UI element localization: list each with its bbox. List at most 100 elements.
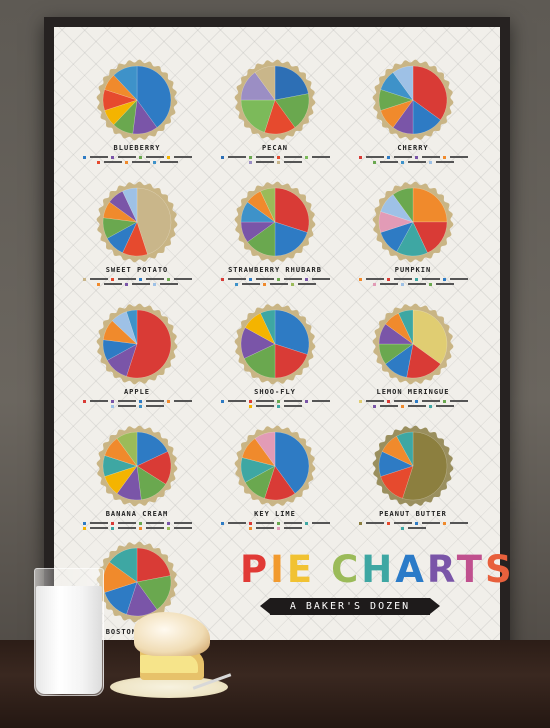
legend-swatch xyxy=(110,527,114,530)
pie-slice xyxy=(241,438,276,467)
pie-slice xyxy=(116,465,142,501)
legend-text-line xyxy=(283,400,302,402)
legend-row xyxy=(215,527,335,530)
legend-text-line xyxy=(393,156,412,158)
legend-text-line xyxy=(283,156,302,158)
legend-swatch xyxy=(358,522,362,525)
legend-text-line xyxy=(255,527,274,529)
legend-swatch xyxy=(234,283,238,286)
legend-swatch xyxy=(248,405,252,408)
legend-swatch xyxy=(276,161,280,164)
pie-chart xyxy=(234,181,316,263)
pie-chart xyxy=(96,425,178,507)
pie-title: APPLE xyxy=(123,388,151,396)
legend-swatch xyxy=(304,400,308,403)
pie-legend xyxy=(353,520,473,530)
legend-swatch xyxy=(442,278,446,281)
legend-swatch xyxy=(372,405,376,408)
legend-swatch xyxy=(276,405,280,408)
legend-swatch xyxy=(386,278,390,281)
legend-swatch xyxy=(138,156,142,159)
pie-legend xyxy=(77,154,197,164)
pie-slice xyxy=(274,65,309,101)
legend-swatch xyxy=(358,156,362,159)
pie-slice xyxy=(104,438,138,467)
legend-row xyxy=(353,278,473,281)
pie-slice xyxy=(392,65,414,101)
pie-title: PUMPKIN xyxy=(394,266,432,274)
legend-text-line xyxy=(407,283,426,285)
legend-text-line xyxy=(449,400,468,402)
legend-swatch xyxy=(414,522,418,525)
legend-text-line xyxy=(117,156,136,158)
pie-slice xyxy=(260,187,276,223)
legend-text-line xyxy=(365,522,384,524)
pie-slice xyxy=(244,312,276,345)
legend-row xyxy=(77,405,197,408)
pie-chart xyxy=(372,303,454,385)
legend-text-line xyxy=(103,283,122,285)
legend-swatch xyxy=(110,156,114,159)
legend-swatch xyxy=(152,161,156,164)
pie-slice xyxy=(126,309,138,345)
legend-row xyxy=(353,522,473,525)
pie-slice xyxy=(240,457,276,483)
legend-text-line xyxy=(117,527,136,529)
pie-slice xyxy=(106,343,138,377)
legend-text-line xyxy=(173,527,192,529)
legend-text-line xyxy=(173,156,192,158)
legend-swatch xyxy=(276,156,280,159)
pie-legend xyxy=(215,276,335,286)
pie-legend xyxy=(77,398,197,408)
legend-row xyxy=(353,400,473,403)
legend-swatch xyxy=(166,156,170,159)
legend-text-line xyxy=(89,527,108,529)
legend-swatch xyxy=(166,278,170,281)
pie-chart xyxy=(372,425,454,507)
pie-chart xyxy=(96,303,178,385)
pie-slice xyxy=(122,187,138,223)
legend-text-line xyxy=(421,278,440,280)
legend-text-line xyxy=(131,283,150,285)
legend-text-line xyxy=(435,405,454,407)
legend-row xyxy=(353,156,473,159)
legend-text-line xyxy=(131,161,150,163)
pie-slice xyxy=(412,221,448,254)
pie-slice xyxy=(380,221,414,253)
pie-slice xyxy=(240,99,276,133)
legend-row xyxy=(353,161,473,164)
legend-swatch xyxy=(110,400,114,403)
pie-chart xyxy=(96,59,178,141)
legend-swatch xyxy=(138,522,142,525)
legend-text-line xyxy=(311,400,330,402)
pie-slice xyxy=(113,65,138,101)
legend-text-line xyxy=(393,400,412,402)
pie-slice xyxy=(122,221,148,257)
pie-slice xyxy=(380,194,414,223)
legend-text-line xyxy=(393,522,412,524)
pie-chart xyxy=(234,425,316,507)
pie-title: PECAN xyxy=(261,144,289,152)
legend-swatch xyxy=(166,527,170,530)
legend-text-line xyxy=(421,400,440,402)
legend-text-line xyxy=(311,278,330,280)
legend-text-line xyxy=(145,278,164,280)
legend-swatch xyxy=(304,156,308,159)
pie-slice xyxy=(381,435,414,467)
legend-swatch xyxy=(400,161,404,164)
title-letter: T xyxy=(456,548,485,591)
pie-slice xyxy=(244,465,276,499)
legend-swatch xyxy=(262,283,266,286)
legend-swatch xyxy=(414,156,418,159)
legend-swatch xyxy=(386,400,390,403)
legend-text-line xyxy=(255,278,274,280)
title-letter: R xyxy=(426,548,457,591)
legend-swatch xyxy=(138,278,142,281)
pie-slice xyxy=(136,431,169,467)
legend-text-line xyxy=(89,156,108,158)
pie-slice xyxy=(111,311,138,345)
pie-slice xyxy=(264,465,296,501)
legend-swatch xyxy=(248,278,252,281)
legend-text-line xyxy=(89,278,108,280)
legend-text-line xyxy=(435,283,454,285)
